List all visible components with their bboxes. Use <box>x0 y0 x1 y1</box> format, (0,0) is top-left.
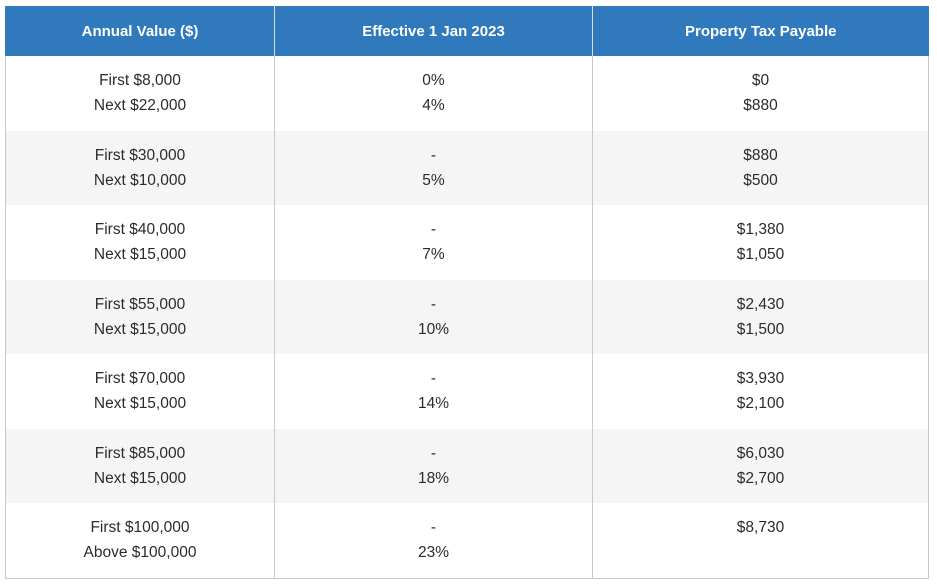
tax-line: $1,380 <box>736 221 785 239</box>
tax-line: $1,500 <box>736 320 785 338</box>
rate-line: - <box>430 519 437 537</box>
rate-line: - <box>430 146 437 164</box>
header-row: Annual Value ($) Effective 1 Jan 2023 Pr… <box>5 6 929 56</box>
tax-line: $0 <box>751 72 770 90</box>
rate-line: - <box>430 444 437 462</box>
annual-value-cell: First $70,000 Next $15,000 <box>5 354 275 429</box>
rate-line: 7% <box>422 246 445 264</box>
rate-cell: - 14% <box>274 354 593 429</box>
rate-line: 0% <box>422 72 445 90</box>
table-header: Annual Value ($) Effective 1 Jan 2023 Pr… <box>5 6 929 56</box>
annual-value-line: Above $100,000 <box>83 544 197 562</box>
tax-line: $2,700 <box>736 469 785 487</box>
rate-line: 5% <box>422 171 445 189</box>
property-tax-rate-table: Annual Value ($) Effective 1 Jan 2023 Pr… <box>5 6 929 579</box>
annual-value-cell: First $40,000 Next $15,000 <box>5 205 275 280</box>
rate-line: 23% <box>417 544 450 562</box>
annual-value-cell: First $55,000 Next $15,000 <box>5 279 275 354</box>
tax-rate-table-container: Annual Value ($) Effective 1 Jan 2023 Pr… <box>5 6 929 579</box>
tax-payable-cell: $6,030 $2,700 <box>592 428 929 503</box>
rate-line: 18% <box>417 469 450 487</box>
rate-line: - <box>430 221 437 239</box>
annual-value-line: First $55,000 <box>94 295 186 313</box>
header-tax-payable: Property Tax Payable <box>592 6 929 56</box>
tax-line: $2,430 <box>736 295 785 313</box>
rate-cell: - 10% <box>274 279 593 354</box>
annual-value-cell: First $8,000 Next $22,000 <box>5 56 275 131</box>
annual-value-line: Next $22,000 <box>93 97 187 115</box>
table-row: First $85,000 Next $15,000 - 18% $6,030 … <box>5 428 929 503</box>
annual-value-line: First $85,000 <box>94 444 186 462</box>
annual-value-line: First $8,000 <box>99 72 181 90</box>
tax-line: $6,030 <box>736 444 785 462</box>
tax-line: $2,100 <box>736 395 785 413</box>
annual-value-line: Next $15,000 <box>93 320 187 338</box>
rate-cell: - 23% <box>274 503 593 579</box>
annual-value-line: First $30,000 <box>94 146 186 164</box>
annual-value-line: Next $15,000 <box>93 246 187 264</box>
rate-line: 4% <box>422 97 445 115</box>
tax-line: $8,730 <box>736 519 785 537</box>
tax-line <box>593 540 928 565</box>
rate-cell: - 5% <box>274 130 593 205</box>
table-row: First $100,000 Above $100,000 - 23% $8,7… <box>5 503 929 579</box>
tax-payable-cell: $1,380 $1,050 <box>592 205 929 280</box>
rate-line: - <box>430 370 437 388</box>
annual-value-cell: First $85,000 Next $15,000 <box>5 428 275 503</box>
table-row: First $30,000 Next $10,000 - 5% $880 $50… <box>5 130 929 205</box>
rate-line: 14% <box>417 395 450 413</box>
table-row: First $70,000 Next $15,000 - 14% $3,930 … <box>5 354 929 429</box>
tax-line: $3,930 <box>736 370 785 388</box>
tax-line: $880 <box>743 146 778 164</box>
rate-cell: - 18% <box>274 428 593 503</box>
rate-line: 10% <box>417 320 450 338</box>
annual-value-line: First $70,000 <box>94 370 186 388</box>
tax-payable-cell: $8,730 <box>592 503 929 579</box>
tax-payable-cell: $880 $500 <box>592 130 929 205</box>
tax-payable-cell: $3,930 $2,100 <box>592 354 929 429</box>
annual-value-line: Next $15,000 <box>93 469 187 487</box>
annual-value-cell: First $100,000 Above $100,000 <box>5 503 275 579</box>
header-annual-value: Annual Value ($) <box>5 6 275 56</box>
tax-line: $500 <box>743 171 778 189</box>
annual-value-line: Next $10,000 <box>93 171 187 189</box>
rate-cell: 0% 4% <box>274 56 593 131</box>
table-body: First $8,000 Next $22,000 0% 4% $0 $880 … <box>5 56 929 579</box>
table-row: First $40,000 Next $15,000 - 7% $1,380 $… <box>5 205 929 280</box>
annual-value-line: First $40,000 <box>94 221 186 239</box>
tax-payable-cell: $0 $880 <box>592 56 929 131</box>
tax-line: $880 <box>743 97 778 115</box>
annual-value-cell: First $30,000 Next $10,000 <box>5 130 275 205</box>
tax-payable-cell: $2,430 $1,500 <box>592 279 929 354</box>
annual-value-line: Next $15,000 <box>93 395 187 413</box>
header-effective-date: Effective 1 Jan 2023 <box>274 6 593 56</box>
rate-cell: - 7% <box>274 205 593 280</box>
table-row: First $55,000 Next $15,000 - 10% $2,430 … <box>5 279 929 354</box>
tax-line: $1,050 <box>736 246 785 264</box>
annual-value-line: First $100,000 <box>90 519 190 537</box>
table-row: First $8,000 Next $22,000 0% 4% $0 $880 <box>5 56 929 131</box>
rate-line: - <box>430 295 437 313</box>
